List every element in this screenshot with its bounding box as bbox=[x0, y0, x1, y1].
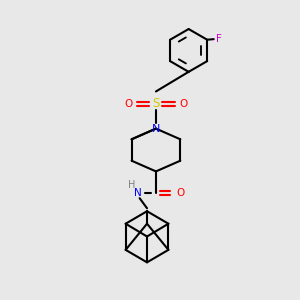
Text: F: F bbox=[215, 34, 221, 44]
Text: N: N bbox=[134, 188, 142, 198]
Text: N: N bbox=[152, 124, 160, 134]
Text: O: O bbox=[180, 99, 188, 109]
Text: S: S bbox=[152, 98, 160, 110]
Text: H: H bbox=[128, 180, 135, 190]
Text: O: O bbox=[124, 99, 132, 109]
Text: O: O bbox=[177, 188, 185, 198]
